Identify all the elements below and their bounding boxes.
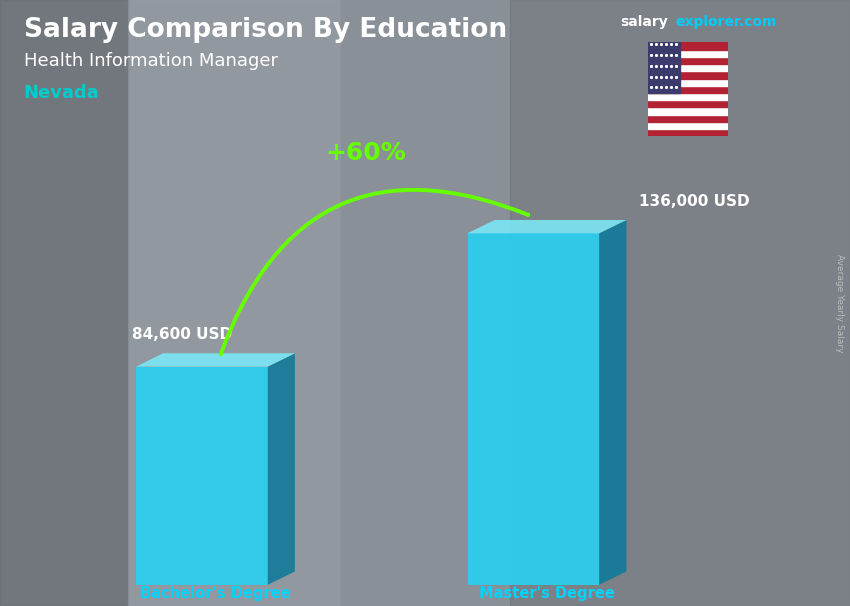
Text: Master's Degree: Master's Degree	[479, 586, 615, 601]
Text: 136,000 USD: 136,000 USD	[639, 194, 750, 209]
Bar	[0, 0, 128, 606]
Bar	[648, 42, 680, 93]
Text: +60%: +60%	[326, 141, 406, 165]
Text: Bachelor's Degree: Bachelor's Degree	[140, 586, 291, 601]
Bar	[648, 93, 728, 100]
Bar	[648, 86, 728, 93]
Text: Health Information Manager: Health Information Manager	[24, 52, 278, 70]
Bar	[648, 122, 728, 129]
Bar	[648, 72, 728, 79]
Bar	[648, 50, 728, 57]
Bar	[648, 107, 728, 115]
Bar	[340, 0, 510, 606]
FancyArrowPatch shape	[221, 190, 528, 355]
Text: 84,600 USD: 84,600 USD	[132, 327, 232, 342]
Bar	[648, 115, 728, 122]
Text: Salary Comparison By Education: Salary Comparison By Education	[24, 17, 507, 43]
Bar	[648, 42, 728, 50]
Text: salary: salary	[620, 15, 668, 29]
Polygon shape	[136, 353, 295, 367]
Bar	[648, 57, 728, 64]
Text: Average Yearly Salary: Average Yearly Salary	[835, 254, 844, 352]
Bar	[648, 64, 728, 72]
Polygon shape	[599, 220, 626, 585]
Polygon shape	[468, 233, 599, 585]
Text: explorer.com: explorer.com	[676, 15, 777, 29]
Bar	[648, 100, 728, 107]
Text: Nevada: Nevada	[24, 84, 99, 102]
Polygon shape	[268, 353, 295, 585]
Bar	[510, 0, 850, 606]
Bar	[128, 0, 340, 606]
Bar	[648, 79, 728, 86]
Polygon shape	[136, 367, 268, 585]
Polygon shape	[468, 220, 626, 233]
Bar	[648, 129, 728, 136]
